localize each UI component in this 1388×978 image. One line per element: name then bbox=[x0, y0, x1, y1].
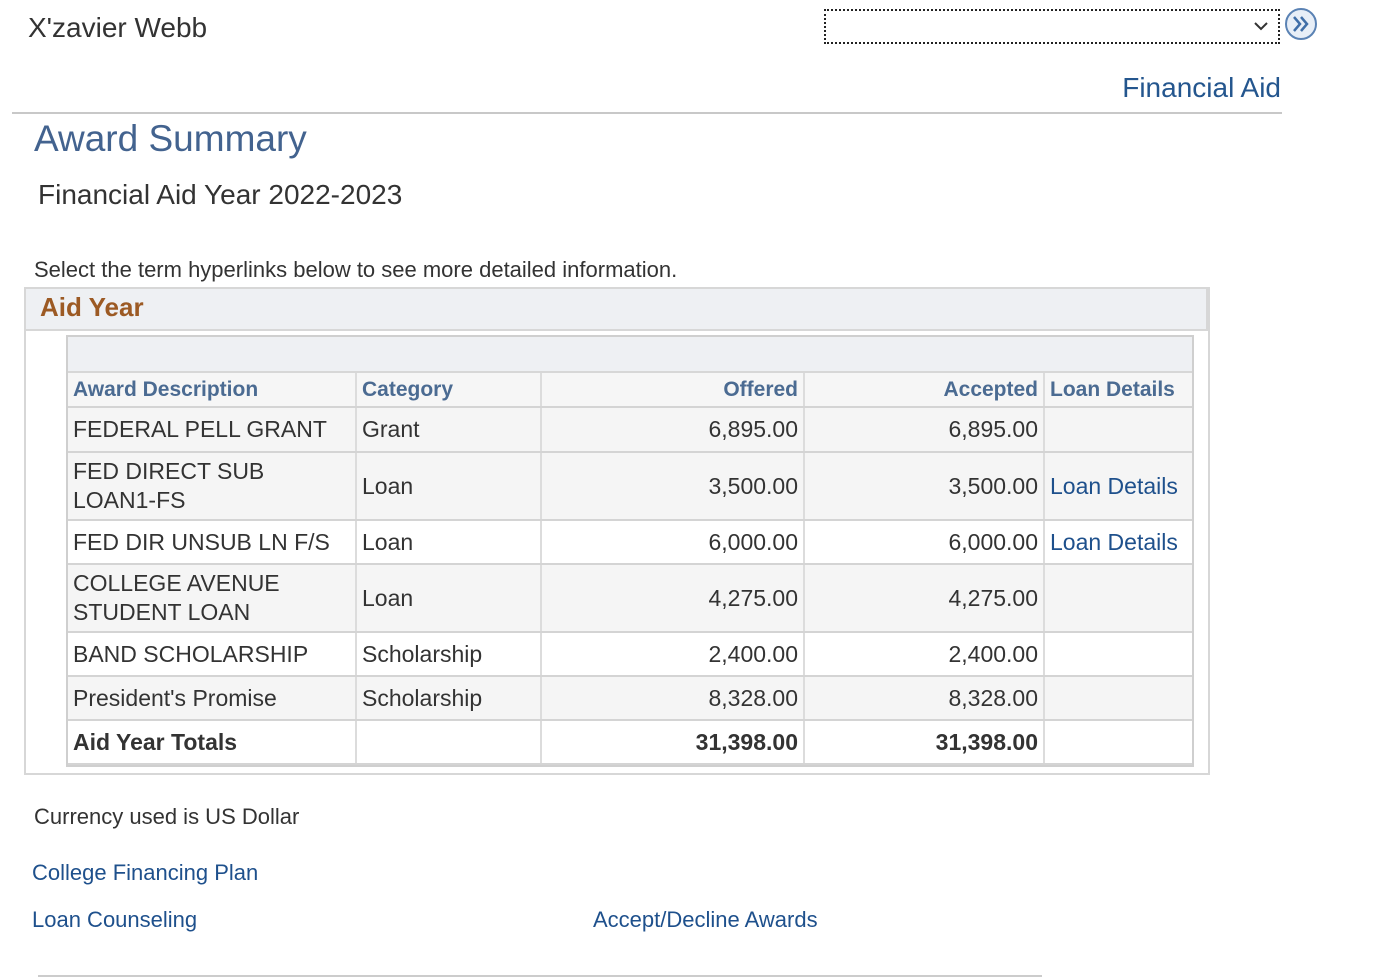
award-description: BAND SCHOLARSHIP bbox=[68, 632, 357, 677]
award-offered: 6,895.00 bbox=[541, 407, 805, 453]
double-chevron-right-icon bbox=[1293, 16, 1309, 32]
totals-row: Aid Year Totals 31,398.00 31,398.00 bbox=[68, 720, 1192, 765]
award-description: COLLEGE AVENUE STUDENT LOAN bbox=[68, 564, 357, 633]
table-header-row: Award Description Category Offered Accep… bbox=[68, 373, 1192, 408]
award-accepted: 6,895.00 bbox=[804, 407, 1045, 453]
totals-loan-details bbox=[1044, 720, 1192, 765]
award-offered: 3,500.00 bbox=[541, 452, 805, 521]
totals-offered: 31,398.00 bbox=[541, 720, 805, 765]
award-category: Scholarship bbox=[356, 676, 542, 721]
award-offered: 8,328.00 bbox=[541, 676, 805, 721]
award-category: Scholarship bbox=[356, 632, 542, 677]
header-accepted: Accepted bbox=[804, 373, 1045, 408]
grid-toolbar bbox=[68, 337, 1192, 373]
header-award-description: Award Description bbox=[68, 373, 357, 408]
aid-year-section: Aid Year Award Description Category Offe… bbox=[24, 287, 1210, 775]
footer-divider bbox=[38, 975, 1042, 977]
chevron-down-icon bbox=[1254, 22, 1268, 31]
award-offered: 6,000.00 bbox=[541, 520, 805, 565]
award-category: Loan bbox=[356, 452, 542, 521]
award-category: Loan bbox=[356, 564, 542, 633]
table-row: BAND SCHOLARSHIP Scholarship 2,400.00 2,… bbox=[68, 632, 1192, 677]
go-button[interactable] bbox=[1284, 7, 1318, 41]
awards-table: Award Description Category Offered Accep… bbox=[68, 373, 1192, 765]
award-accepted: 6,000.00 bbox=[804, 520, 1045, 565]
award-category: Grant bbox=[356, 407, 542, 453]
loan-counseling-link[interactable]: Loan Counseling bbox=[32, 907, 198, 932]
award-offered: 2,400.00 bbox=[541, 632, 805, 677]
award-accepted: 8,328.00 bbox=[804, 676, 1045, 721]
accept-decline-awards-link[interactable]: Accept/Decline Awards bbox=[593, 907, 818, 932]
aid-year-heading: Financial Aid Year 2022-2023 bbox=[38, 179, 403, 210]
award-loan-details bbox=[1044, 632, 1192, 677]
header-loan-details: Loan Details bbox=[1044, 373, 1192, 408]
award-offered: 4,275.00 bbox=[541, 564, 805, 633]
award-accepted: 2,400.00 bbox=[804, 632, 1045, 677]
loan-details-link[interactable]: Loan Details bbox=[1050, 528, 1178, 555]
totals-category bbox=[356, 720, 542, 765]
student-name: X'zavier Webb bbox=[28, 12, 208, 43]
award-description: President's Promise bbox=[68, 676, 357, 721]
header-offered: Offered bbox=[541, 373, 805, 408]
award-category: Loan bbox=[356, 520, 542, 565]
table-row: President's Promise Scholarship 8,328.00… bbox=[68, 676, 1192, 721]
table-row: COLLEGE AVENUE STUDENT LOAN Loan 4,275.0… bbox=[68, 564, 1192, 633]
page-title: Award Summary bbox=[34, 118, 307, 159]
award-description: FEDERAL PELL GRANT bbox=[68, 407, 357, 453]
award-description: FED DIRECT SUB LOAN1-FS bbox=[68, 452, 357, 521]
table-row: FED DIRECT SUB LOAN1-FS Loan 3,500.00 3,… bbox=[68, 452, 1192, 521]
award-loan-details bbox=[1044, 564, 1192, 633]
navigation-select[interactable] bbox=[824, 9, 1280, 44]
totals-accepted: 31,398.00 bbox=[804, 720, 1045, 765]
aid-year-section-title: Aid Year bbox=[40, 292, 144, 322]
award-description: FED DIR UNSUB LN F/S bbox=[68, 520, 357, 565]
award-accepted: 3,500.00 bbox=[804, 452, 1045, 521]
header-category: Category bbox=[356, 373, 542, 408]
college-financing-plan-link[interactable]: College Financing Plan bbox=[32, 860, 259, 885]
table-row: FED DIR UNSUB LN F/S Loan 6,000.00 6,000… bbox=[68, 520, 1192, 565]
award-accepted: 4,275.00 bbox=[804, 564, 1045, 633]
loan-details-link[interactable]: Loan Details bbox=[1050, 472, 1178, 499]
header-divider bbox=[12, 112, 1282, 114]
financial-aid-link[interactable]: Financial Aid bbox=[1122, 72, 1281, 103]
aid-year-section-header: Aid Year bbox=[26, 289, 1208, 331]
award-loan-details bbox=[1044, 407, 1192, 453]
award-loan-details bbox=[1044, 676, 1192, 721]
awards-grid: Award Description Category Offered Accep… bbox=[66, 335, 1194, 767]
currency-note: Currency used is US Dollar bbox=[34, 804, 300, 829]
totals-label: Aid Year Totals bbox=[68, 720, 357, 765]
instructions-text: Select the term hyperlinks below to see … bbox=[34, 257, 678, 282]
table-row: FEDERAL PELL GRANT Grant 6,895.00 6,895.… bbox=[68, 407, 1192, 453]
